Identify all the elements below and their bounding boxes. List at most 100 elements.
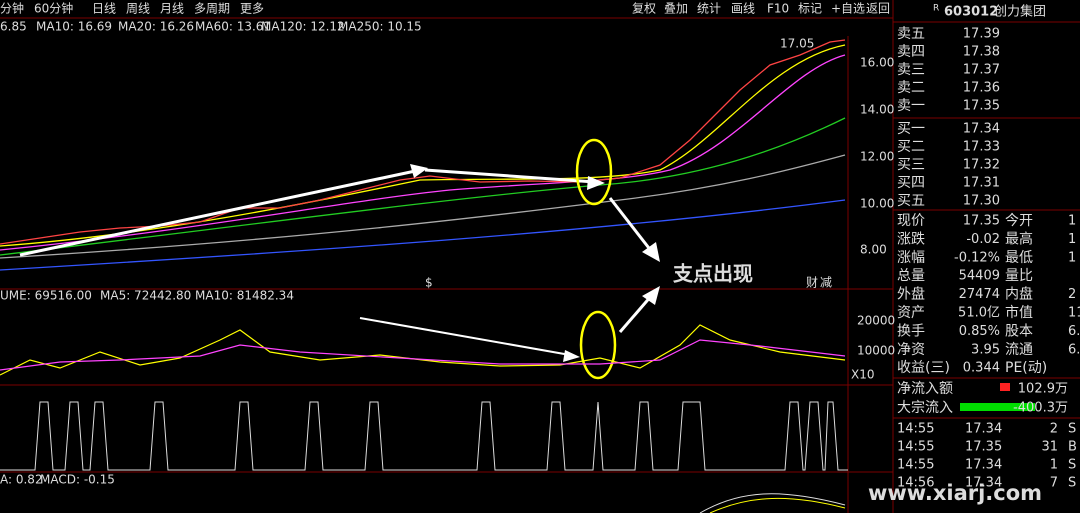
period-tab[interactable]: 日线 bbox=[92, 2, 116, 16]
quote-label: 涨幅 bbox=[897, 250, 925, 266]
quote-label: 最低 bbox=[1005, 250, 1033, 266]
quote-label: 外盘 bbox=[897, 286, 925, 303]
trade-volume: 7 bbox=[1050, 476, 1058, 491]
trade-side: S bbox=[1068, 422, 1076, 437]
quote-value: 3.95 bbox=[971, 342, 1000, 357]
order-price: 17.33 bbox=[963, 140, 1000, 155]
tool-button[interactable]: 返回 bbox=[866, 2, 890, 16]
order-price: 17.31 bbox=[963, 176, 1000, 191]
order-price: 17.38 bbox=[963, 45, 1000, 60]
tool-button[interactable]: +自选 bbox=[831, 2, 865, 16]
period-tab[interactable]: 60分钟 bbox=[34, 1, 73, 16]
order-label: 买二 bbox=[897, 139, 925, 155]
legend-item: MA120: 12.12 bbox=[261, 20, 345, 34]
quote-label: 股本 bbox=[1005, 323, 1033, 339]
legend-item: MACD: -0.15 bbox=[40, 473, 115, 487]
tool-button[interactable]: F10 bbox=[767, 2, 789, 16]
period-tab[interactable]: 多周期 bbox=[194, 2, 230, 16]
legend-item: MA5: 72442.80 bbox=[100, 289, 191, 303]
order-label: 买四 bbox=[897, 175, 925, 191]
trade-time: 14:56 bbox=[897, 476, 934, 491]
order-price: 17.34 bbox=[963, 122, 1000, 137]
stock-name: 创力集团 bbox=[994, 4, 1046, 20]
order-price: 17.30 bbox=[963, 194, 1000, 209]
quote-value: 0.85% bbox=[959, 324, 1000, 339]
flow-bar bbox=[1000, 383, 1010, 391]
quote-label: 换手 bbox=[897, 322, 925, 339]
trade-volume: 31 bbox=[1041, 440, 1058, 455]
legend-item: A: 0.82 bbox=[0, 473, 43, 487]
volume-axis-label: 10000 bbox=[857, 344, 895, 358]
order-label: 买五 bbox=[897, 193, 925, 209]
trade-price: 17.35 bbox=[965, 440, 1002, 455]
tool-button[interactable]: 统计 bbox=[697, 2, 721, 16]
flow-value: -400.3万 bbox=[1013, 401, 1068, 416]
quote-label: 量比 bbox=[1005, 268, 1033, 284]
order-price: 17.39 bbox=[963, 27, 1000, 42]
quote-value: 1 bbox=[1068, 232, 1076, 247]
volume-curves bbox=[0, 324, 846, 376]
badge: 减 bbox=[820, 276, 832, 290]
period-tab[interactable]: 分钟 bbox=[0, 1, 24, 16]
order-label: 买一 bbox=[897, 121, 925, 137]
price-axis-label: 14.00 bbox=[860, 103, 894, 117]
stock-flag: R bbox=[933, 4, 939, 14]
legend-item: MA60: 13.61 bbox=[195, 20, 271, 34]
quote-value: 51.0亿 bbox=[958, 306, 1000, 321]
quote-value: -0.02 bbox=[966, 232, 1000, 247]
quote-value: -0.12% bbox=[954, 250, 1000, 265]
trade-side: S bbox=[1068, 476, 1076, 491]
trade-time: 14:55 bbox=[897, 422, 934, 437]
volume-axis-label: 20000 bbox=[857, 314, 895, 328]
legend-item: UME: 69516.00 bbox=[0, 289, 92, 303]
order-label: 卖三 bbox=[897, 62, 925, 78]
legend-item: MA250: 10.15 bbox=[338, 20, 422, 34]
trade-price: 17.34 bbox=[965, 476, 1002, 491]
quote-label: 净资 bbox=[897, 342, 925, 358]
trade-volume: 1 bbox=[1050, 458, 1058, 473]
tool-button[interactable]: 标记 bbox=[798, 2, 822, 16]
macd-curve bbox=[699, 493, 846, 513]
quote-value: 110 bbox=[1068, 306, 1080, 321]
quote-value: 6.3 bbox=[1068, 342, 1080, 357]
quote-label: 内盘 bbox=[1005, 286, 1033, 303]
quote-value: 2 bbox=[1068, 287, 1076, 302]
order-price: 17.36 bbox=[963, 81, 1000, 96]
trade-time: 14:55 bbox=[897, 458, 934, 473]
period-tab[interactable]: 周线 bbox=[126, 2, 150, 16]
flow-bar bbox=[960, 403, 1035, 411]
quote-label: 涨跌 bbox=[897, 231, 925, 247]
badge: $ bbox=[425, 276, 433, 290]
price-axis-label: 16.00 bbox=[860, 56, 894, 70]
trade-time: 14:55 bbox=[897, 440, 934, 455]
order-price: 17.35 bbox=[963, 99, 1000, 114]
trade-side: B bbox=[1068, 440, 1077, 455]
annotation-shapes bbox=[19, 138, 660, 380]
quote-label: 市值 bbox=[1005, 304, 1033, 321]
quote-label: 资产 bbox=[897, 305, 925, 321]
quote-value: 27474 bbox=[959, 287, 1000, 302]
tool-button[interactable]: 画线 bbox=[731, 2, 755, 16]
indicator-line bbox=[0, 401, 848, 471]
annotation: 支点出现 bbox=[673, 262, 753, 286]
macd-curve bbox=[709, 497, 846, 513]
period-tab[interactable]: 更多 bbox=[240, 2, 264, 16]
tool-button[interactable]: 叠加 bbox=[664, 2, 688, 16]
trade-price: 17.34 bbox=[965, 458, 1002, 473]
price-marker: 17.05 bbox=[780, 37, 814, 51]
legend-item: 6.85 bbox=[0, 20, 27, 34]
tool-button[interactable]: 复权 bbox=[632, 2, 656, 16]
quote-value: 1 bbox=[1068, 214, 1076, 229]
quote-value: 6.3 bbox=[1068, 324, 1080, 339]
legend-item: MA10: 16.69 bbox=[36, 20, 112, 34]
quote-label: 今开 bbox=[1005, 213, 1033, 229]
quote-label: 现价 bbox=[897, 213, 925, 229]
order-price: 17.32 bbox=[963, 158, 1000, 173]
order-label: 卖一 bbox=[897, 98, 925, 114]
stock-code: 603012 bbox=[944, 5, 998, 20]
legend-item: MA20: 16.26 bbox=[118, 20, 194, 34]
period-tab[interactable]: 月线 bbox=[160, 2, 184, 16]
